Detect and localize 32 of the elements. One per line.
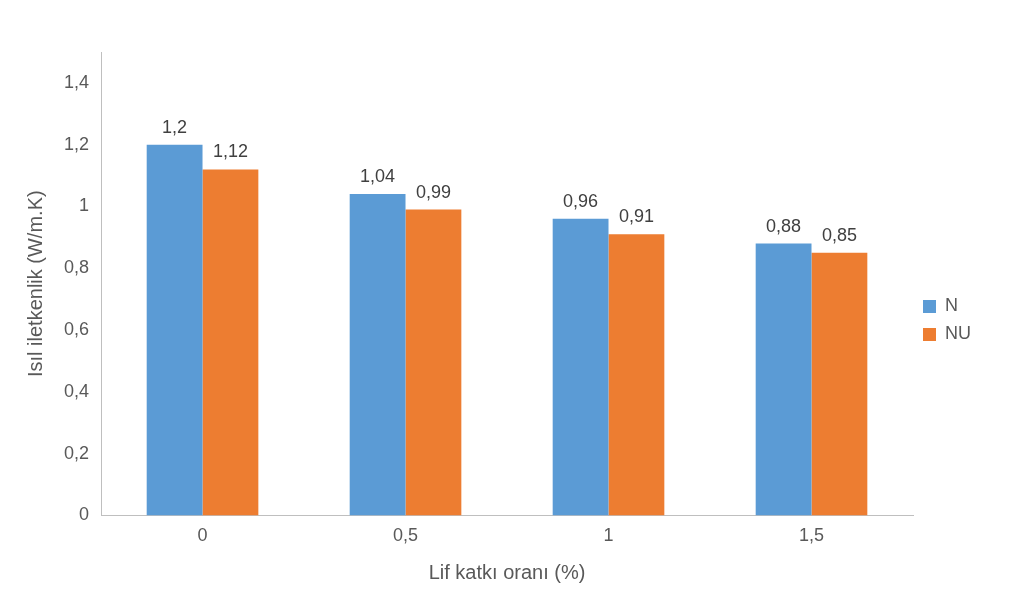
x-tick-label: 1,5 xyxy=(798,525,825,546)
y-tick-label: 0,2 xyxy=(63,442,90,463)
data-label: 1,2 xyxy=(162,116,188,137)
data-label: 0,91 xyxy=(618,206,654,227)
data-label: 0,96 xyxy=(563,190,599,211)
data-label: 1,12 xyxy=(212,141,248,162)
y-tick-label: 0,6 xyxy=(63,319,90,340)
x-tick-label: 1 xyxy=(603,525,614,546)
data-label: 1,04 xyxy=(360,166,396,187)
y-tick-label: 0,8 xyxy=(63,257,90,278)
y-axis-title: Isıl iletkenlik (W/m.K) xyxy=(23,190,46,378)
bar xyxy=(755,243,812,516)
bar xyxy=(811,252,868,516)
x-tick-label: 0,5 xyxy=(393,525,419,546)
y-tick-label: 0,4 xyxy=(63,380,90,401)
bar xyxy=(608,234,665,516)
x-tick-label: 0 xyxy=(197,525,208,546)
bar xyxy=(349,194,406,516)
x-axis-title: Lif katkı oranı (%) xyxy=(428,560,586,583)
legend-label: N xyxy=(945,295,958,316)
bar xyxy=(202,169,259,516)
legend-label: NU xyxy=(945,323,971,344)
y-tick-label: 1,2 xyxy=(63,133,90,154)
bar xyxy=(146,144,203,516)
data-label: 0,99 xyxy=(415,181,451,202)
y-tick-label: 1 xyxy=(79,195,90,216)
bar xyxy=(552,218,609,516)
bar xyxy=(405,209,462,516)
y-tick-label: 1,4 xyxy=(63,71,90,92)
data-label: 0,88 xyxy=(766,215,802,236)
data-label: 0,85 xyxy=(821,224,857,245)
y-tick-label: 0 xyxy=(79,504,90,525)
